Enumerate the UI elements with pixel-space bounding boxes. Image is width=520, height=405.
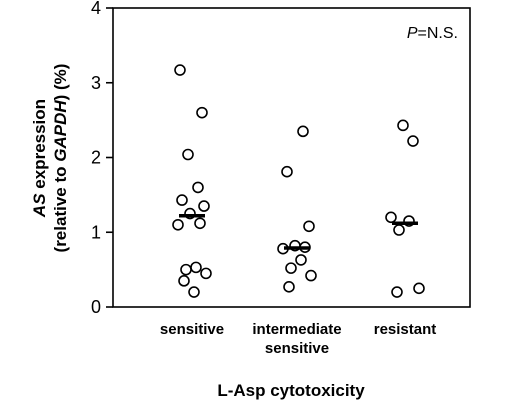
data-point xyxy=(407,135,419,147)
y-tick-label: 0 xyxy=(91,297,101,317)
data-point xyxy=(283,281,295,293)
data-point xyxy=(188,286,200,298)
y-tick-label: 4 xyxy=(91,0,101,18)
x-axis-title: L-Asp cytotoxicity xyxy=(217,381,365,400)
data-point xyxy=(178,275,190,287)
data-point xyxy=(305,269,317,282)
data-point xyxy=(297,125,309,138)
data-point xyxy=(391,286,403,298)
x-category-label-line: resistant xyxy=(374,321,437,338)
data-point xyxy=(397,119,409,132)
y-axis-title-line2: (relative to GAPDH) (%) xyxy=(51,64,70,253)
data-point xyxy=(196,106,208,119)
text-part: AS xyxy=(30,193,49,218)
y-tick-label: 1 xyxy=(91,222,101,242)
data-point xyxy=(285,262,297,274)
text-part: GAPDH xyxy=(51,100,70,162)
data-point xyxy=(180,263,192,276)
y-tick-label: 2 xyxy=(91,148,101,168)
data-point xyxy=(176,194,188,206)
x-category-label-line: intermediate xyxy=(252,321,341,338)
data-point xyxy=(295,254,307,266)
x-category-label-line: sensitive xyxy=(265,340,329,357)
text-part: ) (%) xyxy=(51,64,70,101)
text-part: expression xyxy=(30,99,49,194)
data-point xyxy=(198,200,210,212)
data-point xyxy=(393,224,405,236)
data-point xyxy=(385,211,397,224)
data-point xyxy=(303,220,315,233)
data-point xyxy=(200,267,212,280)
data-point xyxy=(192,181,204,194)
x-category-label: sensitive xyxy=(160,321,224,338)
median-lines xyxy=(179,214,418,250)
data-point xyxy=(182,148,194,161)
x-category-label-line: sensitive xyxy=(160,321,224,338)
text-part: P xyxy=(407,25,418,42)
text-part: =N.S. xyxy=(418,25,458,42)
plot-frame xyxy=(112,7,471,308)
y-tick-label: 3 xyxy=(91,73,101,93)
y-axis-title-line1: AS expression xyxy=(30,99,49,218)
text-part: (relative to xyxy=(51,162,70,253)
data-point xyxy=(190,261,202,274)
data-point xyxy=(174,64,186,76)
data-point xyxy=(172,218,184,231)
x-category-label: resistant xyxy=(374,321,437,338)
data-point xyxy=(413,282,425,295)
significance-annotation: P=N.S. xyxy=(407,25,458,42)
x-category-label: intermediate sensitive xyxy=(252,321,341,357)
x-axis-category-labels: sensitive intermediate sensitive resistant xyxy=(160,321,436,357)
data-point xyxy=(281,165,293,178)
data-point xyxy=(194,217,206,230)
y-axis-ticks: 0 1 2 3 4 xyxy=(91,0,113,317)
data-points xyxy=(172,64,425,298)
